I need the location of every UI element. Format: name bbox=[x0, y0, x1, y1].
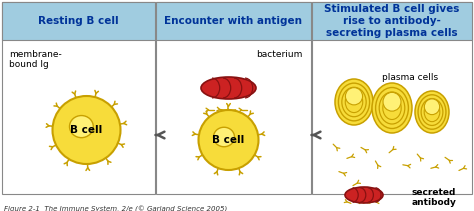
Ellipse shape bbox=[345, 187, 383, 203]
Ellipse shape bbox=[201, 77, 256, 99]
Ellipse shape bbox=[383, 92, 401, 111]
Text: B cell: B cell bbox=[70, 125, 103, 135]
Ellipse shape bbox=[346, 88, 363, 105]
Circle shape bbox=[199, 110, 258, 170]
Ellipse shape bbox=[70, 116, 93, 138]
Bar bbox=[2, 2, 155, 40]
Circle shape bbox=[53, 96, 120, 164]
Bar bbox=[312, 2, 472, 40]
Text: plasma cells: plasma cells bbox=[382, 73, 438, 82]
Text: Stimulated B cell gives
rise to antibody-
secreting plasma cells: Stimulated B cell gives rise to antibody… bbox=[324, 4, 460, 38]
Text: Encounter with antigen: Encounter with antigen bbox=[164, 16, 302, 26]
Ellipse shape bbox=[424, 99, 440, 115]
Bar bbox=[312, 2, 472, 194]
Bar bbox=[156, 2, 311, 40]
Text: Resting B cell: Resting B cell bbox=[38, 16, 119, 26]
Text: secreted
antibody: secreted antibody bbox=[412, 188, 457, 207]
Bar bbox=[2, 2, 155, 194]
Text: membrane-
bound Ig: membrane- bound Ig bbox=[9, 50, 62, 69]
Ellipse shape bbox=[335, 79, 373, 125]
Ellipse shape bbox=[213, 127, 235, 147]
Bar bbox=[156, 2, 311, 194]
Text: B cell: B cell bbox=[212, 135, 245, 145]
Text: bacterium: bacterium bbox=[256, 50, 303, 59]
Text: Figure 2-1  The Immune System, 2/e (© Garland Science 2005): Figure 2-1 The Immune System, 2/e (© Gar… bbox=[4, 206, 227, 211]
Ellipse shape bbox=[415, 91, 449, 133]
Ellipse shape bbox=[372, 83, 412, 133]
